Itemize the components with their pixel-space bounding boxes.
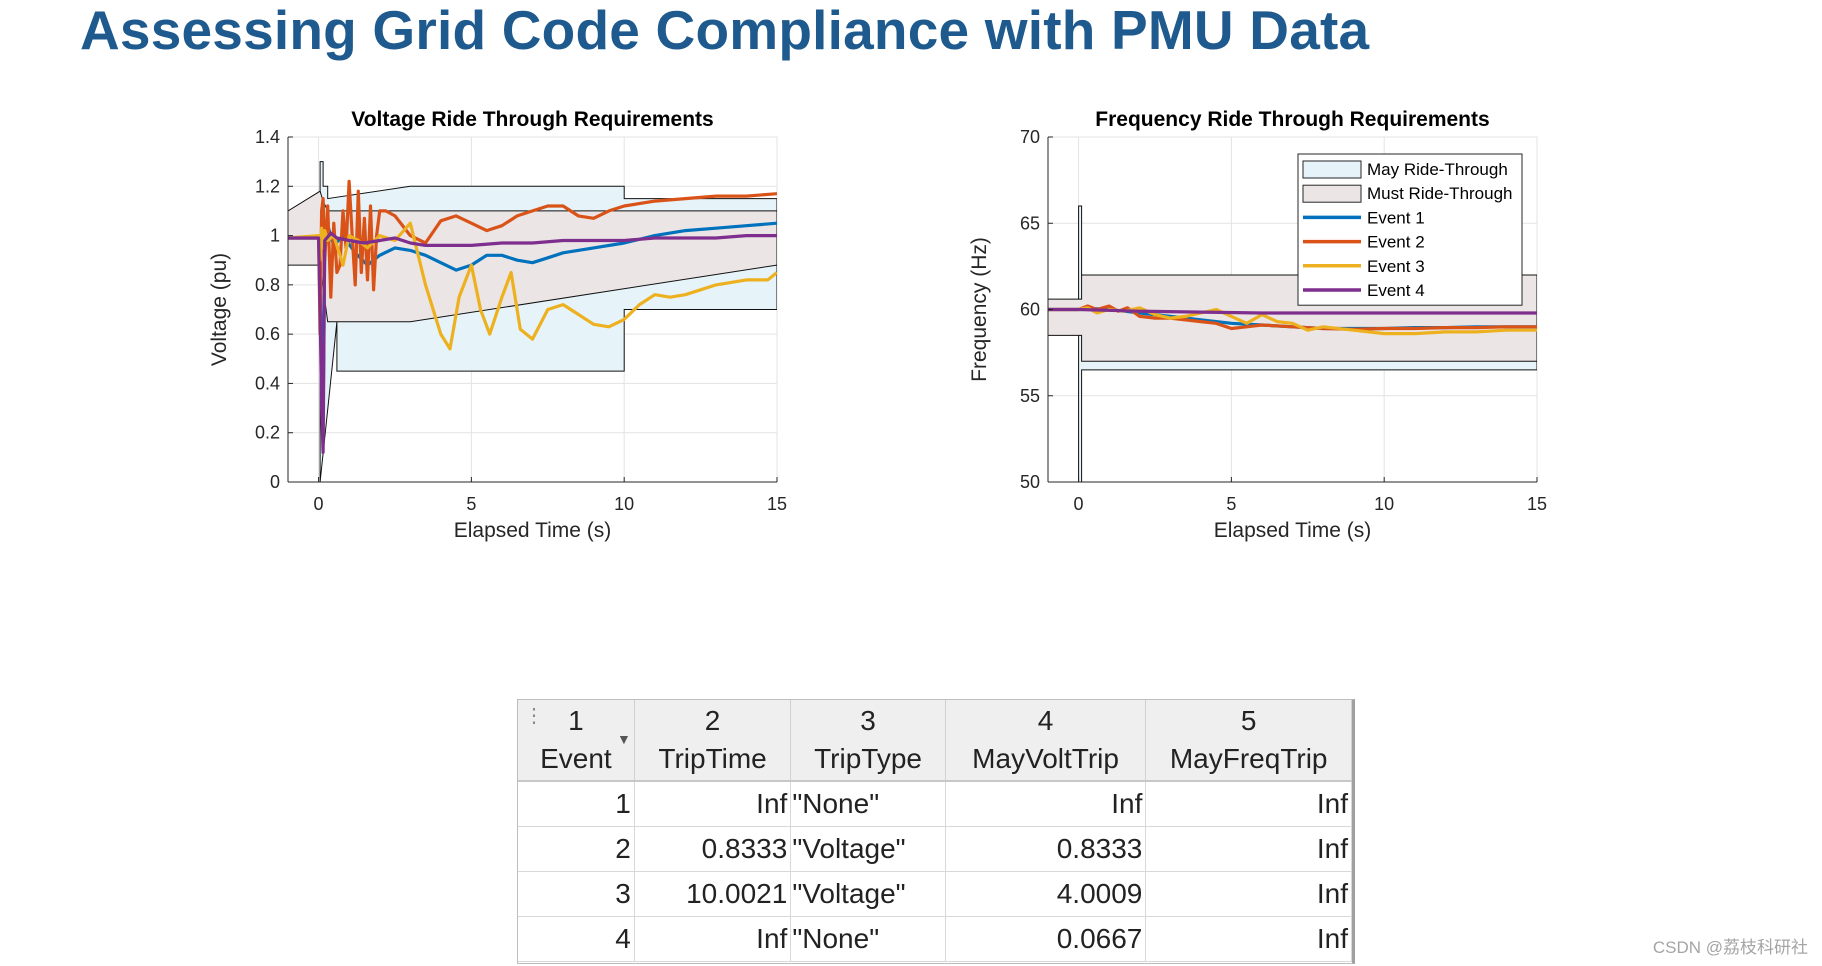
- legend-swatch-may-ride-through: [1302, 160, 1362, 179]
- table-cell[interactable]: 2: [518, 826, 635, 872]
- y-tick-label: 0.4: [255, 373, 280, 393]
- table-cell[interactable]: 4.0009: [945, 871, 1147, 917]
- legend-label: Event 2: [1367, 233, 1425, 252]
- legend-box: [1297, 153, 1523, 306]
- y-tick-label: 1.4: [255, 127, 280, 147]
- table-cell[interactable]: Inf: [1145, 826, 1352, 872]
- legend: May Ride-Through Must Ride-Through Event 1…: [1297, 153, 1523, 306]
- series-line-event-2: [288, 179, 777, 336]
- x-axis-label: Elapsed Time (s): [454, 519, 612, 542]
- series-line-event-4: [1048, 307, 1537, 315]
- x-tick-label: 15: [767, 494, 787, 514]
- drag-handle-icon[interactable]: ⋮: [524, 705, 544, 727]
- legend-label: May Ride-Through: [1367, 160, 1508, 179]
- watermark: CSDN @荔枝科研社: [1652, 938, 1808, 957]
- voltage-chart: Voltage Ride Through Requirements Elapse…: [208, 108, 787, 542]
- sort-dropdown-icon[interactable]: ▼: [616, 731, 631, 747]
- column-header-event[interactable]: ⋮ 1 Event ▼: [518, 700, 635, 782]
- column-header-mayfreqtrip[interactable]: 5 MayFreqTrip: [1145, 700, 1352, 782]
- x-tick-label: 15: [1527, 494, 1547, 514]
- y-tick-label: 1.2: [255, 176, 280, 196]
- x-tick-label: 10: [1374, 494, 1394, 514]
- table-cell[interactable]: 4: [518, 916, 635, 962]
- table-cell[interactable]: 0.8333: [634, 826, 792, 872]
- table-cell[interactable]: "None": [790, 916, 946, 962]
- table-cell[interactable]: 1: [518, 781, 635, 827]
- y-tick-label: 50: [1020, 472, 1040, 492]
- y-tick-label: 0.6: [255, 324, 280, 344]
- y-axis-label: Voltage (pu): [208, 253, 231, 366]
- table-row[interactable]: 4 Inf "None" 0.0667 Inf: [518, 916, 1352, 962]
- series-line-event-4: [288, 231, 777, 454]
- y-tick-label: 70: [1020, 127, 1040, 147]
- frequency-chart: Frequency Ride Through Requirements Elap…: [968, 108, 1547, 542]
- column-header-triptype[interactable]: 3 TripType: [790, 700, 946, 782]
- results-table[interactable]: ⋮ 1 Event ▼ 2 TripTime 3 TripType 4 MayV…: [517, 699, 1355, 964]
- column-header-triptime[interactable]: 2 TripTime: [634, 700, 792, 782]
- table-cell[interactable]: 3: [518, 871, 635, 917]
- y-tick-label: 60: [1020, 300, 1040, 320]
- table-row[interactable]: 1 Inf "None" Inf Inf: [518, 781, 1352, 827]
- legend-label: Must Ride-Through: [1367, 184, 1513, 203]
- y-tick-label: 1: [270, 226, 280, 246]
- y-tick-label: 65: [1020, 213, 1040, 233]
- y-tick-label: 0.2: [255, 423, 280, 443]
- column-header-mayvolttrip[interactable]: 4 MayVoltTrip: [945, 700, 1147, 782]
- table-cell[interactable]: 0.8333: [945, 826, 1147, 872]
- table-cell[interactable]: "Voltage": [790, 871, 946, 917]
- y-axis-label: Frequency (Hz): [968, 237, 991, 382]
- x-tick-label: 0: [1074, 494, 1084, 514]
- x-tick-label: 0: [314, 494, 324, 514]
- table-cell[interactable]: Inf: [634, 916, 792, 962]
- table-cell[interactable]: "Voltage": [790, 826, 946, 872]
- table-cell[interactable]: 10.0021: [634, 871, 792, 917]
- table-cell[interactable]: Inf: [1145, 781, 1352, 827]
- y-tick-label: 55: [1020, 386, 1040, 406]
- y-tick-label: 0: [270, 472, 280, 492]
- y-tick-label: 0.8: [255, 275, 280, 295]
- series-line-event-2: [1048, 304, 1537, 331]
- chart-title: Voltage Ride Through Requirements: [351, 108, 713, 131]
- table-row[interactable]: 2 0.8333 "Voltage" 0.8333 Inf: [518, 826, 1352, 872]
- x-tick-label: 10: [614, 494, 634, 514]
- table-cell[interactable]: Inf: [634, 781, 792, 827]
- legend-label: Event 1: [1367, 208, 1425, 227]
- legend-label: Event 3: [1367, 257, 1425, 276]
- table-cell[interactable]: Inf: [945, 781, 1147, 827]
- x-axis-label: Elapsed Time (s): [1214, 519, 1372, 542]
- legend-label: Event 4: [1367, 281, 1425, 300]
- table-cell[interactable]: Inf: [1145, 871, 1352, 917]
- table-cell[interactable]: Inf: [1145, 916, 1352, 962]
- table-cell[interactable]: "None": [790, 781, 946, 827]
- table-row[interactable]: 3 10.0021 "Voltage" 4.0009 Inf: [518, 871, 1352, 917]
- table-header-row: ⋮ 1 Event ▼ 2 TripTime 3 TripType 4 MayV…: [518, 700, 1352, 782]
- legend-swatch-must-ride-through: [1302, 184, 1362, 203]
- slide-title: Assessing Grid Code Compliance with PMU …: [80, 0, 1370, 61]
- table-cell[interactable]: 0.0667: [945, 916, 1147, 962]
- x-tick-label: 5: [1226, 494, 1236, 514]
- x-tick-label: 5: [466, 494, 476, 514]
- chart-title: Frequency Ride Through Requirements: [1095, 108, 1489, 131]
